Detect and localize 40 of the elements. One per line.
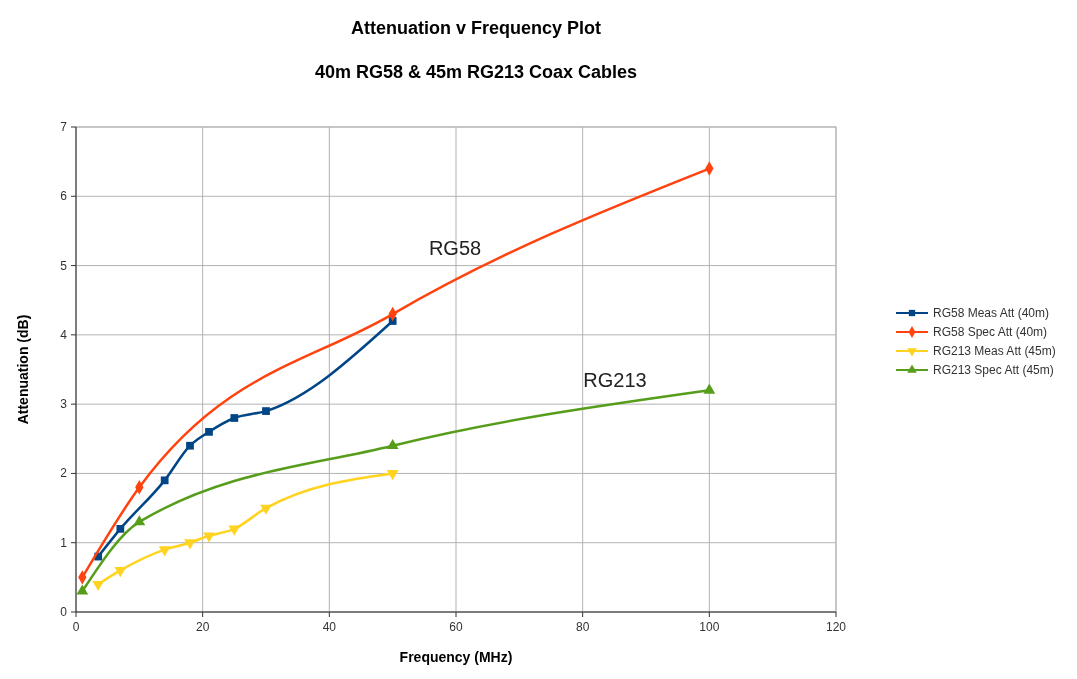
y-tick-label: 2	[60, 466, 68, 481]
x-tick-label: 60	[449, 620, 463, 634]
point	[114, 567, 127, 578]
legend-label: RG58 Spec Att (40m)	[933, 325, 1048, 339]
point	[205, 427, 213, 436]
point	[260, 504, 272, 515]
point	[386, 470, 399, 481]
legend-label: RG58 Meas Att (40m)	[933, 306, 1050, 320]
point	[160, 476, 169, 485]
x-tick-label: 100	[699, 620, 720, 634]
y-tick-label: 0	[60, 605, 68, 619]
x-tick-label: 80	[575, 620, 590, 634]
y-axis-title: Attenuation (dB)	[15, 314, 31, 425]
x-tick-label: 0	[72, 620, 80, 634]
y-tick-label: 4	[60, 327, 68, 342]
x-tick-label: 120	[825, 620, 847, 634]
point	[228, 525, 241, 536]
point	[203, 532, 215, 543]
chart-title: Attenuation v Frequency Plot	[350, 18, 602, 38]
y-tick-label: 7	[60, 120, 68, 134]
y-tick-label: 6	[60, 189, 68, 204]
point	[230, 414, 239, 422]
x-tick-label: 40	[322, 620, 337, 634]
point	[184, 539, 196, 550]
point	[158, 546, 171, 557]
chart-subtitle: 40m RG58 & 45m RG213 Coax Cables	[314, 62, 638, 82]
point	[703, 383, 716, 394]
annotation: RG213	[583, 369, 647, 391]
x-tick-label: 20	[195, 620, 210, 634]
annotation: RG58	[428, 237, 482, 259]
y-tick-label: 5	[60, 258, 68, 273]
legend-label: RG213 Spec Att (45m)	[933, 363, 1054, 377]
point	[92, 580, 105, 592]
legend-label: RG213 Meas Att (45m)	[933, 344, 1056, 358]
point	[186, 441, 194, 450]
point	[116, 524, 125, 533]
y-tick-label: 3	[60, 397, 68, 412]
y-tick-label: 1	[60, 535, 68, 550]
point	[262, 407, 270, 415]
x-axis-title: Frequency (MHz)	[399, 649, 513, 665]
